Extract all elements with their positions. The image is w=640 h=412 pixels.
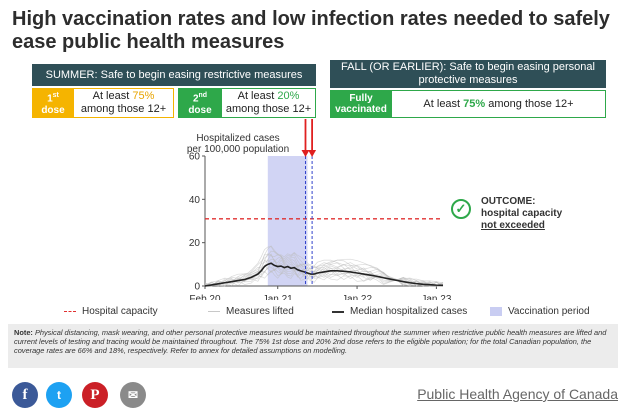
median-hospitalized-line xyxy=(204,262,444,287)
fall-header: FALL (OR EARLIER): Safe to begin easing … xyxy=(330,60,606,88)
dose2-sup: nd xyxy=(198,92,208,100)
dose1-sup: st xyxy=(52,92,59,100)
vaccination-period-band xyxy=(267,156,308,286)
source-link[interactable]: Public Health Agency of Canada xyxy=(417,386,618,402)
x-tick-label: Jan 23 xyxy=(421,294,451,300)
dose1-word: dose xyxy=(41,104,65,116)
legend-swatch-vaccination xyxy=(490,307,502,316)
dose1-label: 1st dose xyxy=(32,88,74,118)
y-axis-label-line1: Hospitalized cases xyxy=(196,133,279,144)
fall-text-b: among those 12+ xyxy=(485,97,574,110)
dose1-num: 1 xyxy=(47,93,53,105)
simulation-run-line xyxy=(204,267,443,287)
fall-pct: 75% xyxy=(463,97,486,110)
fall-box: At least 75% among those 12+ xyxy=(392,90,606,118)
legend-hospital-capacity: Hospital capacity xyxy=(64,306,158,317)
legend-swatch-lifted xyxy=(208,311,220,312)
x-tick-label: Feb 20 xyxy=(189,294,221,300)
simulation-run-line xyxy=(204,266,444,287)
measures-lifted-arrow-head xyxy=(308,150,317,157)
dose2-text-b: among those 12+ xyxy=(225,103,312,115)
simulation-run-line xyxy=(204,269,444,287)
measures-lifted-arrow-head xyxy=(301,150,310,157)
outcome-line2: hospital capacity xyxy=(481,208,563,219)
y-tick-label: 0 xyxy=(194,282,200,293)
simulation-run-line xyxy=(204,258,444,287)
footnote-label: Note: xyxy=(14,328,33,337)
y-tick-label: 60 xyxy=(189,152,201,163)
legend-swatch-median xyxy=(332,310,344,313)
outcome-check-icon: ✓ xyxy=(451,199,471,219)
twitter-icon[interactable]: t xyxy=(46,382,72,408)
legend-label-capacity: Hospital capacity xyxy=(82,306,158,317)
legend-label-vaccination: Vaccination period xyxy=(508,306,590,317)
footnote: Note: Physical distancing, mask wearing,… xyxy=(8,324,618,368)
dose1-pct: 75% xyxy=(132,90,155,102)
dose1-box: At least 75% among those 12+ xyxy=(74,88,174,118)
legend-vaccination: Vaccination period xyxy=(490,306,590,317)
simulation-run-line xyxy=(204,253,443,287)
legend-label-median: Median hospitalized cases xyxy=(350,306,468,317)
simulation-run-line xyxy=(204,254,444,287)
simulation-run-line xyxy=(204,261,444,287)
email-icon[interactable]: ✉ xyxy=(120,382,146,408)
simulation-run-line xyxy=(204,269,444,287)
summer-header: SUMMER: Safe to begin easing restrictive… xyxy=(32,64,316,86)
dose2-pct: 20% xyxy=(277,90,300,102)
footnote-text: Physical distancing, mask wearing, and o… xyxy=(14,328,607,355)
page-title: High vaccination rates and low infection… xyxy=(12,8,610,53)
y-tick-label: 40 xyxy=(189,195,201,206)
outcome-line3: not exceeded xyxy=(481,220,545,231)
facebook-icon[interactable]: f xyxy=(12,382,38,408)
simulation-run-line xyxy=(204,246,444,286)
outcome-text: OUTCOME: hospital capacity not exceeded xyxy=(481,196,562,232)
y-tick-label: 20 xyxy=(189,238,201,249)
y-axis-label-line2: per 100,000 population xyxy=(187,144,289,155)
simulation-run-line xyxy=(204,250,444,287)
dose2-word: dose xyxy=(188,104,212,116)
legend-median: Median hospitalized cases xyxy=(332,306,467,317)
simulation-run-line xyxy=(205,245,443,287)
legend-label-lifted: Measures lifted xyxy=(226,306,294,317)
simulation-run-line xyxy=(204,253,444,287)
pinterest-icon[interactable]: P xyxy=(82,382,108,408)
x-tick-label: Jan 22 xyxy=(342,294,372,300)
fall-label: Fully vaccinated xyxy=(330,90,392,118)
legend-measures-lifted: Measures lifted xyxy=(208,306,294,317)
dose2-box: At least 20% among those 12+ xyxy=(222,88,316,118)
simulation-run-line xyxy=(204,262,444,287)
dose2-text-a: At least xyxy=(237,90,278,102)
outcome-heading: OUTCOME: xyxy=(481,196,536,207)
dose1-text-b: among those 12+ xyxy=(80,103,167,115)
fall-text-a: At least xyxy=(423,97,461,110)
dose2-num: 2 xyxy=(192,93,199,105)
dose1-text-a: At least xyxy=(92,90,133,102)
dose2-label: 2nd dose xyxy=(178,88,222,118)
chart-legend: Hospital capacity Measures lifted Median… xyxy=(30,304,620,320)
simulation-run-line xyxy=(204,258,444,287)
legend-swatch-capacity xyxy=(64,311,76,312)
x-tick-label: Jan 21 xyxy=(263,294,293,300)
